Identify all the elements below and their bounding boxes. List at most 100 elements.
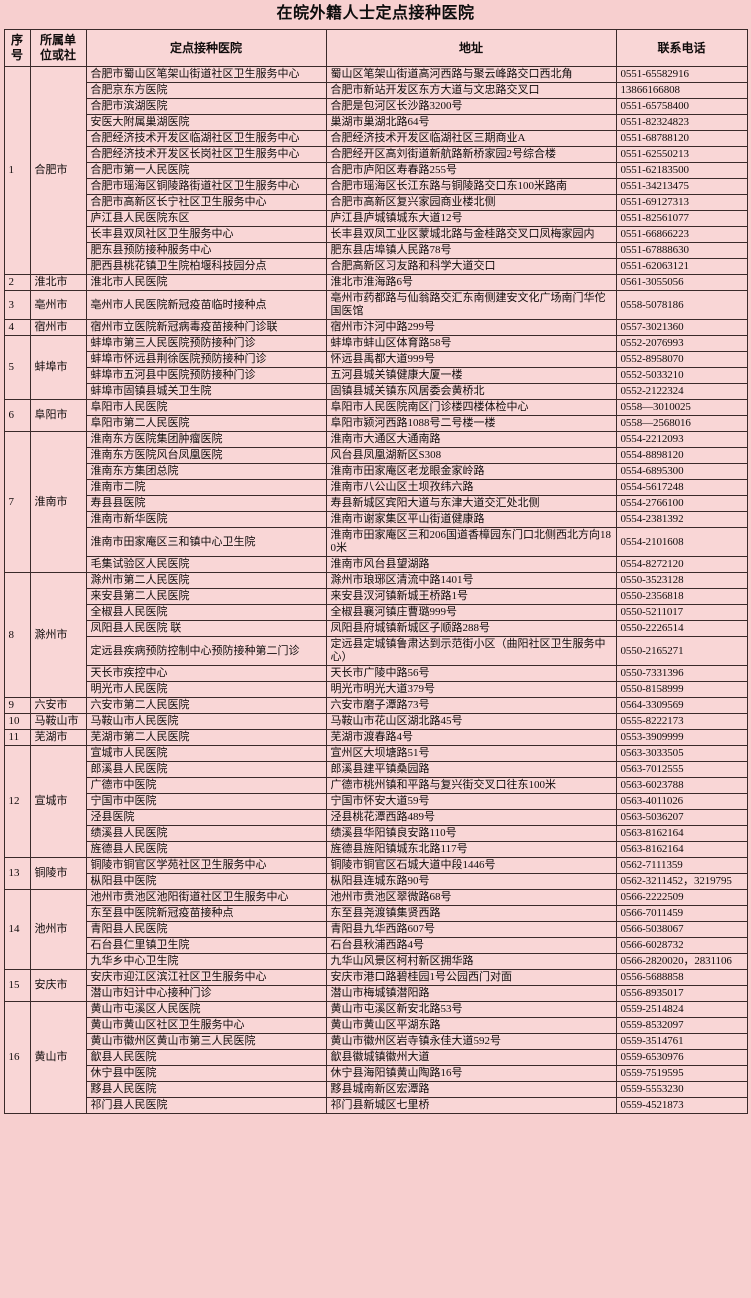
table-row: 天长市疾控中心 天长市广陵中路56号 0550-7331396 [4, 665, 748, 682]
table-row: 合肥市高新区长宁社区卫生服务中心 合肥市高新区复兴家园商业楼北侧 0551-6912… [4, 194, 748, 211]
table-row: 蚌埠市五河县中医院预防接种门诊 五河县城关镇健康大厦一楼 0552-5033210 [4, 367, 748, 384]
cell-index: 9 [3, 697, 31, 714]
cell-phone: 0550-2226514 [615, 620, 748, 637]
cell-address: 庐江县庐城镇城东大道12号 [325, 210, 617, 227]
cell-phone: 0566-2222509 [615, 889, 748, 906]
cell-phone: 0559-6530976 [615, 1049, 748, 1066]
cell-phone: 0554-6895300 [615, 463, 748, 480]
cell-city: 合肥市 [29, 66, 87, 275]
table-row: 泾县医院 泾县桃花潭西路489号 0563-5036207 [4, 809, 748, 826]
cell-hospital: 淮南东方集团总院 [85, 463, 327, 480]
cell-index: 14 [3, 889, 31, 970]
table-row: 明光市人民医院 明光市明光大道379号 0550-8158999 [4, 681, 748, 698]
cell-address: 九华山风景区柯村新区拥华路 [325, 953, 617, 970]
cell-phone: 0550-2356818 [615, 588, 748, 605]
cell-index: 4 [3, 319, 31, 336]
cell-phone: 0551-65582916 [615, 66, 748, 83]
cell-hospital: 合肥市蜀山区笔架山街道社区卫生服务中心 [85, 66, 327, 83]
table-row: 休宁县中医院 休宁县海阳镇黄山陶路16号 0559-7519595 [4, 1065, 748, 1082]
table-row: 枞阳县中医院 枞阳县连城东路90号 0562-3211452，3219795 [4, 873, 748, 890]
cell-address: 合肥市高新区复兴家园商业楼北侧 [325, 194, 617, 211]
table-row: 4 宿州市 宿州市立医院新冠病毒疫苗接种门诊联 宿州市汴河中路299号 0557-302… [3, 319, 748, 336]
cell-hospital: 枞阳县中医院 [85, 873, 327, 890]
cell-hospital: 合肥市高新区长宁社区卫生服务中心 [85, 194, 327, 211]
cell-phone: 0561-3055056 [615, 274, 748, 291]
cell-phone: 0556-5688858 [615, 969, 748, 986]
cell-phone: 0554-2381392 [615, 511, 748, 528]
table-row: 3 亳州市 亳州市人民医院新冠疫苗临时接种点 亳州市药都路与仙翁路交汇东南侧建安文化广… [3, 290, 748, 320]
table-row: 合肥市瑶海区铜陵路街道社区卫生服务中心 合肥市瑶海区长江东路与铜陵路交口东100米… [4, 178, 748, 195]
cell-phone: 0566-6028732 [615, 937, 748, 954]
cell-phone: 0563-4011026 [615, 793, 748, 810]
cell-address: 淮南市田家庵区三和206国道香樟园东门口北侧西北方向180米 [325, 527, 617, 557]
cell-index: 10 [3, 713, 31, 730]
cell-hospital: 毛集试验区人民医院 [85, 556, 327, 573]
cell-phone: 0551-82324823 [615, 114, 748, 131]
table-row: 长丰县双凤社区卫生服务中心 长丰县双凤工业区蒙城北路与金桂路交叉口凤梅家园内 055… [4, 226, 748, 243]
cell-address: 滁州市琅琊区清流中路1401号 [325, 572, 617, 589]
cell-address: 黄山市屯溪区新安北路53号 [325, 1001, 617, 1018]
cell-address: 怀远县禹都大道999号 [325, 351, 617, 368]
table-row: 14 池州市 池州市贵池区池阳街道社区卫生服务中心 池州市贵池区翠微路68号 0566-… [3, 889, 748, 970]
cell-hospital: 潜山市妇计中心接种门诊 [85, 985, 327, 1002]
cell-address: 固镇县城关镇东风居委会黄桥北 [325, 383, 617, 400]
cell-hospital: 石台县仁里镇卫生院 [85, 937, 327, 954]
cell-address: 六安市磨子潭路73号 [325, 697, 617, 714]
cell-address: 巢湖市巢湖北路64号 [325, 114, 617, 131]
cell-hospital: 黄山市屯溪区人民医院 [85, 1001, 327, 1018]
cell-address: 宁国市怀安大道59号 [325, 793, 617, 810]
cell-hospital: 长丰县双凤社区卫生服务中心 [85, 226, 327, 243]
cell-hospital: 合肥京东方医院 [85, 82, 327, 99]
cell-hospital: 宿州市立医院新冠病毒疫苗接种门诊联 [85, 319, 327, 336]
cell-city: 淮北市 [29, 274, 87, 291]
cell-phone: 0558—2568016 [615, 415, 748, 432]
cell-hospital: 旌德县人民医院 [85, 841, 327, 858]
cell-phone: 0550-3523128 [615, 572, 748, 589]
cell-hospital: 合肥市滨湖医院 [85, 98, 327, 115]
cell-address: 青阳县九华西路607号 [325, 921, 617, 938]
cell-phone: 0551-82561077 [615, 210, 748, 227]
cell-hospital: 凤阳县人民医院 联 [85, 620, 327, 637]
cell-address: 铜陵市铜官区石城大道中段1446号 [325, 857, 617, 874]
table-row: 潜山市妇计中心接种门诊 潜山市梅城镇潜阳路 0556-8935017 [4, 985, 748, 1002]
table-row: 淮南市新华医院 淮南市谢家集区平山街道健康路 0554-2381392 [4, 511, 748, 528]
table-row: 毛集试验区人民医院 淮南市风台县望湖路 0554-8272120 [4, 556, 748, 573]
table-row: 黄山市徽州区黄山市第三人民医院 黄山市徽州区岩寺镇永佳大道592号 0559-351… [4, 1033, 748, 1050]
cell-address: 蜀山区笔架山街道高河西路与聚云峰路交口西北角 [325, 66, 617, 83]
cell-city: 芜湖市 [29, 729, 87, 746]
table-row: 合肥经济技术开发区长岗社区卫生服务中心 合肥经开区高刘街道新航路新桥家园2号综合楼… [4, 146, 748, 163]
table-row: 合肥京东方医院 合肥市新站开发区东方大道与文忠路交叉口 13866166808 [4, 82, 748, 99]
table-row: 合肥经济技术开发区临湖社区卫生服务中心 合肥经济技术开发区临湖社区三期商业A 055… [4, 130, 748, 147]
cell-phone: 0566-2820020，2831106 [615, 953, 748, 970]
table-row: 淮南东方集团总院 淮南市田家庵区老龙眼金家岭路 0554-6895300 [4, 463, 748, 480]
cell-address: 明光市明光大道379号 [325, 681, 617, 698]
cell-address: 风台县凤凰湖新区S308 [325, 447, 617, 464]
cell-index: 16 [3, 1001, 31, 1114]
column-header-phone: 联系电话 [615, 29, 748, 67]
cell-index: 5 [3, 335, 31, 400]
cell-address: 安庆市港口路碧桂园1号公园西门对面 [325, 969, 617, 986]
cell-phone: 0563-8162164 [615, 841, 748, 858]
cell-address: 合肥经开区高刘街道新航路新桥家园2号综合楼 [325, 146, 617, 163]
table-row: 全椒县人民医院 全椒县襄河镇庄曹璐999号 0550-5211017 [4, 604, 748, 621]
cell-phone: 0562-3211452，3219795 [615, 873, 748, 890]
table-row: 东至县中医院新冠疫苗接种点 东至县尧渡镇集贤西路 0566-7011459 [4, 905, 748, 922]
cell-address: 长丰县双凤工业区蒙城北路与金桂路交叉口凤梅家园内 [325, 226, 617, 243]
cell-hospital: 合肥经济技术开发区长岗社区卫生服务中心 [85, 146, 327, 163]
cell-hospital: 休宁县中医院 [85, 1065, 327, 1082]
cell-hospital: 铜陵市铜官区学苑社区卫生服务中心 [85, 857, 327, 874]
cell-phone: 13866166808 [615, 82, 748, 99]
cell-phone: 0554-2766100 [615, 495, 748, 512]
cell-city: 滁州市 [29, 572, 87, 698]
table-row: 青阳县人民医院 青阳县九华西路607号 0566-5038067 [4, 921, 748, 938]
cell-hospital: 蚌埠市第三人民医院预防接种门诊 [85, 335, 327, 352]
cell-hospital: 祁门县人民医院 [85, 1097, 327, 1114]
table-row: 蚌埠市怀远县荆徐医院预防接种门诊 怀远县禹都大道999号 0552-8958070 [4, 351, 748, 368]
table-row: 黟县人民医院 黟县城南新区宏潭路 0559-5553230 [4, 1081, 748, 1098]
cell-phone: 0557-3021360 [615, 319, 748, 336]
cell-phone: 0566-7011459 [615, 905, 748, 922]
cell-hospital: 泾县医院 [85, 809, 327, 826]
cell-hospital: 黟县人民医院 [85, 1081, 327, 1098]
column-header-city: 所属单位或社 [29, 29, 87, 67]
cell-address: 郎溪县建平镇桑园路 [325, 761, 617, 778]
